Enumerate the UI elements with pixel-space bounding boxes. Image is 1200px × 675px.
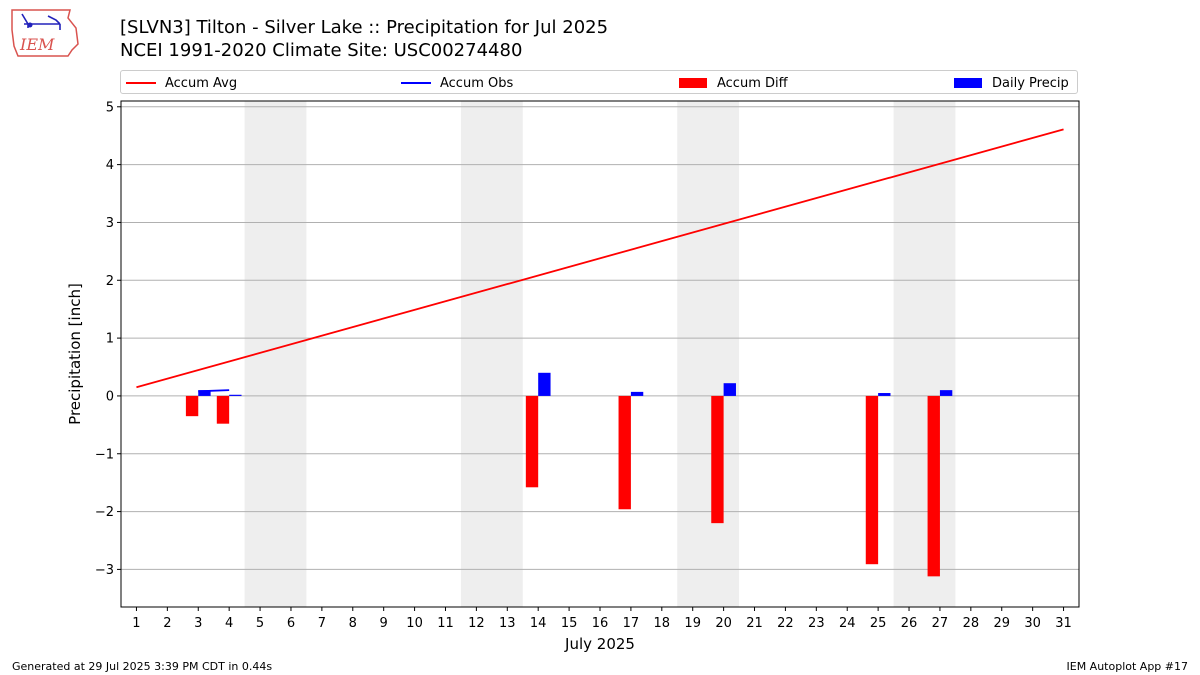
legend-item-daily-precip: Daily Precip bbox=[954, 74, 1069, 92]
weekend-span-1 bbox=[460, 101, 523, 607]
footer-generated: Generated at 29 Jul 2025 3:39 PM CDT in … bbox=[12, 660, 273, 673]
x-tick-label: 9 bbox=[380, 616, 388, 631]
x-tick-label: 8 bbox=[349, 616, 357, 631]
x-tick-label: 12 bbox=[468, 616, 485, 631]
x-tick-label: 22 bbox=[777, 616, 794, 631]
x-axis-label: July 2025 bbox=[564, 635, 635, 653]
legend-label-accum-obs: Accum Obs bbox=[440, 75, 514, 91]
y-axis: −3 −2 −1 0 1 2 3 4 5 bbox=[95, 100, 121, 578]
x-tick-label: 17 bbox=[623, 616, 640, 631]
x-tick-label: 10 bbox=[406, 616, 423, 631]
x-tick-label: 31 bbox=[1055, 616, 1072, 631]
daily-precip-bar bbox=[939, 390, 953, 396]
footer-app: IEM Autoplot App #17 bbox=[1066, 660, 1189, 673]
legend-label-accum-diff: Accum Diff bbox=[717, 75, 788, 91]
x-tick-label: 20 bbox=[715, 616, 732, 631]
chart-title: [SLVN3] Tilton - Silver Lake :: Precipit… bbox=[120, 17, 609, 38]
y-tick-label: −2 bbox=[95, 505, 114, 520]
daily-precip-bar bbox=[198, 390, 211, 396]
x-tick-label: 24 bbox=[839, 616, 856, 631]
x-tick-label: 21 bbox=[746, 616, 763, 631]
x-tick-label: 16 bbox=[592, 616, 609, 631]
x-tick-label: 18 bbox=[654, 616, 671, 631]
accum-diff-bar bbox=[927, 395, 940, 577]
legend: Accum Avg Accum Obs Accum Diff Daily Pre… bbox=[120, 70, 1078, 94]
daily-precip-bar bbox=[878, 393, 891, 396]
weekend-span-0 bbox=[244, 101, 307, 607]
daily-precip-bar bbox=[229, 394, 242, 396]
accum-diff-bar bbox=[865, 395, 879, 565]
y-tick-label: 5 bbox=[106, 100, 114, 115]
accum-diff-bar bbox=[711, 395, 724, 524]
plot-frame bbox=[120, 100, 1080, 608]
legend-label-daily-precip: Daily Precip bbox=[992, 75, 1069, 91]
x-tick-label: 14 bbox=[530, 616, 547, 631]
x-tick-label: 11 bbox=[437, 616, 454, 631]
x-tick-label: 1 bbox=[132, 616, 140, 631]
x-tick-label: 25 bbox=[870, 616, 887, 631]
legend-item-accum-obs: Accum Obs bbox=[401, 74, 513, 92]
x-tick-label: 23 bbox=[808, 616, 825, 631]
iem-logo: IEM bbox=[11, 9, 79, 57]
x-tick-label: 7 bbox=[318, 616, 326, 631]
x-tick-label: 19 bbox=[684, 616, 701, 631]
weekend-span-3 bbox=[893, 101, 956, 607]
y-tick-label: 3 bbox=[106, 216, 114, 231]
daily-precip-bar bbox=[630, 391, 644, 396]
x-tick-label: 15 bbox=[561, 616, 578, 631]
y-tick-label: 2 bbox=[106, 274, 114, 289]
legend-item-accum-diff: Accum Diff bbox=[679, 74, 788, 92]
weekend-span-2 bbox=[677, 101, 740, 607]
x-tick-label: 5 bbox=[256, 616, 264, 631]
y-axis-label: Precipitation [inch] bbox=[66, 283, 84, 425]
accum-diff-bar bbox=[185, 395, 199, 417]
y-tick-label: 1 bbox=[106, 332, 114, 347]
weekend-shading bbox=[244, 101, 956, 607]
y-tick-label: 4 bbox=[106, 158, 114, 173]
legend-swatch-accum-obs bbox=[401, 82, 431, 84]
x-tick-label: 27 bbox=[932, 616, 949, 631]
accum-obs-line bbox=[198, 389, 230, 393]
legend-swatch-accum-diff bbox=[679, 78, 707, 88]
accum-diff-bar bbox=[618, 395, 631, 510]
accum-avg-line bbox=[136, 128, 1064, 389]
x-axis: 1 2 3 4 5 6 7 8 9 10 11 12 13 14 15 16 17 18 19 20 21 22 23 24 2… bbox=[132, 607, 1072, 631]
legend-swatch-accum-avg bbox=[126, 82, 156, 84]
accum-lines bbox=[136, 128, 1064, 393]
svg-text:IEM: IEM bbox=[19, 35, 55, 54]
x-tick-label: 13 bbox=[499, 616, 516, 631]
legend-swatch-daily-precip bbox=[954, 78, 982, 88]
daily-precip-bar bbox=[723, 383, 736, 396]
x-tick-label: 2 bbox=[163, 616, 171, 631]
y-tick-label: 0 bbox=[106, 389, 114, 404]
x-tick-label: 26 bbox=[901, 616, 918, 631]
accum-diff-bar bbox=[525, 395, 539, 488]
legend-label-accum-avg: Accum Avg bbox=[165, 75, 238, 91]
legend-item-accum-avg: Accum Avg bbox=[126, 74, 237, 92]
gridlines bbox=[121, 106, 1079, 570]
accum-diff-bar bbox=[216, 395, 230, 424]
x-tick-label: 3 bbox=[194, 616, 202, 631]
daily-precip-bar bbox=[538, 372, 551, 396]
bars bbox=[185, 372, 953, 577]
y-tick-label: −3 bbox=[95, 563, 114, 578]
x-tick-label: 28 bbox=[963, 616, 980, 631]
x-tick-label: 30 bbox=[1024, 616, 1041, 631]
x-tick-label: 29 bbox=[993, 616, 1010, 631]
y-tick-label: −1 bbox=[95, 447, 114, 462]
x-tick-label: 4 bbox=[225, 616, 233, 631]
chart-subtitle: NCEI 1991-2020 Climate Site: USC00274480 bbox=[120, 40, 523, 61]
x-tick-label: 6 bbox=[287, 616, 295, 631]
